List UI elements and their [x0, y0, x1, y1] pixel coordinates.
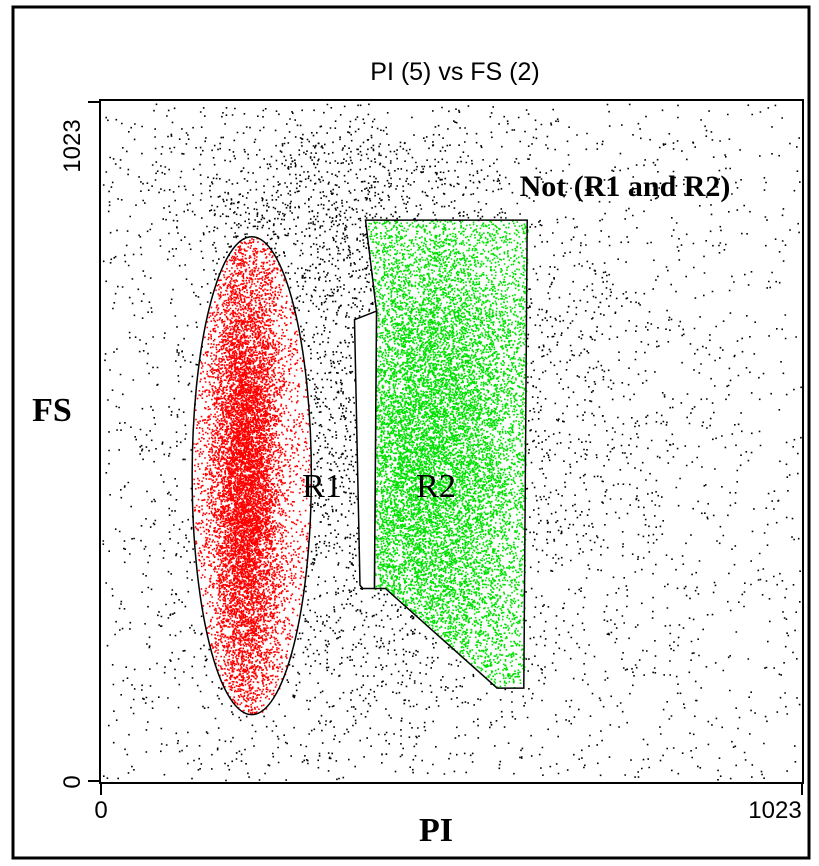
gated-events [193, 220, 529, 715]
r2-event-points [367, 220, 529, 689]
gate-outlines [191, 219, 528, 716]
gate-label-r2: R2 [416, 468, 456, 505]
x-tick-label-min: 0 [94, 797, 107, 824]
y-tick-label-min: 0 [59, 775, 86, 788]
chart-title: PI (5) vs FS (2) [370, 58, 539, 86]
r1-event-points [193, 237, 312, 715]
gate-gap-polygon [353, 309, 378, 590]
gate-label-r1: R1 [302, 468, 342, 505]
y-tick-label-max: 1023 [59, 119, 86, 172]
annotation-not-r1-and-r2: Not (R1 and R2) [520, 170, 731, 203]
x-axis-label: PI [419, 812, 453, 849]
y-axis-label: FS [32, 392, 72, 429]
x-tick-label-max: 1023 [748, 797, 801, 824]
gate-r1-outline [191, 235, 313, 716]
